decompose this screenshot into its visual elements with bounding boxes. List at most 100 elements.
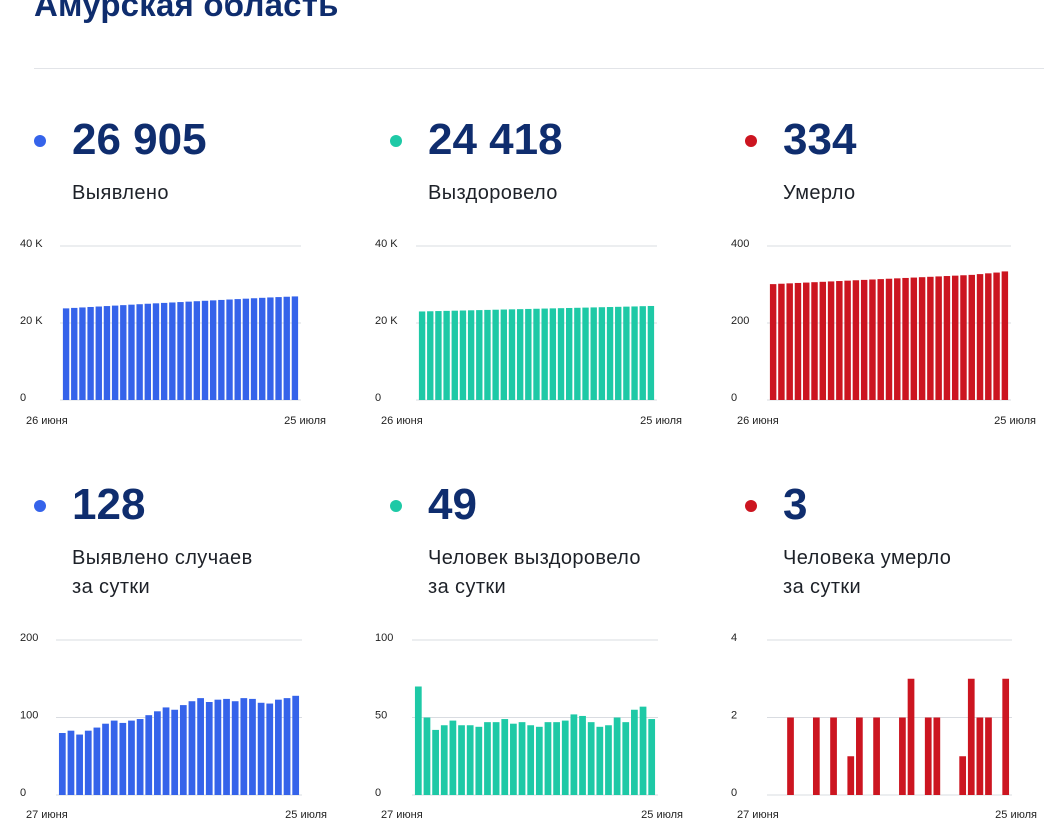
- bar: [525, 308, 532, 400]
- bar: [103, 306, 111, 400]
- bar: [613, 717, 621, 795]
- x-tick-label-start: 26 июня: [381, 415, 423, 427]
- bar: [250, 298, 258, 400]
- bar: [466, 725, 474, 795]
- bar: [935, 276, 942, 400]
- bar: [943, 276, 951, 400]
- stat-value: 334: [783, 115, 857, 164]
- stat-label: Человек выздоровело: [428, 547, 641, 569]
- bar: [811, 282, 818, 400]
- divider: [34, 68, 1044, 69]
- bar: [985, 717, 992, 795]
- bar: [266, 703, 274, 795]
- bar: [119, 722, 127, 795]
- bar: [218, 299, 225, 400]
- y-tick-label: 0: [731, 787, 737, 799]
- bar: [418, 311, 426, 400]
- bar: [162, 707, 170, 795]
- y-tick-label: 4: [731, 632, 737, 644]
- bar: [185, 301, 192, 400]
- bar: [449, 720, 457, 795]
- bar: [275, 297, 282, 400]
- dot-icon: [390, 135, 402, 147]
- bar: [631, 709, 638, 795]
- bar: [561, 720, 569, 795]
- bar: [605, 725, 612, 795]
- bar: [240, 698, 248, 795]
- bar: [582, 307, 589, 400]
- dot-icon: [34, 135, 46, 147]
- bar: [79, 307, 86, 400]
- y-tick-label: 0: [375, 392, 381, 404]
- bar: [933, 717, 941, 795]
- bar: [234, 299, 241, 400]
- x-tick-label-end: 25 июля: [285, 809, 327, 821]
- x-tick-label-end: 25 июля: [995, 809, 1037, 821]
- y-tick-label: 50: [375, 710, 387, 722]
- stat-label-line2: за сутки: [72, 576, 151, 598]
- y-tick-label: 200: [731, 315, 749, 327]
- bar: [459, 310, 467, 400]
- bar: [812, 717, 820, 795]
- y-tick-label: 0: [20, 787, 26, 799]
- bar: [93, 727, 101, 795]
- bar: [179, 705, 187, 795]
- bar: [907, 678, 915, 795]
- bar: [257, 702, 265, 795]
- bar: [58, 733, 66, 795]
- bar: [226, 299, 233, 400]
- bar: [976, 274, 984, 400]
- bar: [549, 308, 557, 400]
- bar: [231, 701, 239, 795]
- bar: [492, 722, 500, 795]
- bar: [501, 719, 509, 795]
- stat-label-line2: за сутки: [428, 576, 507, 598]
- bar: [553, 722, 560, 795]
- stat-label-line2: за сутки: [783, 576, 862, 598]
- bar: [84, 730, 92, 795]
- bar: [544, 722, 552, 795]
- bar: [510, 723, 517, 795]
- y-tick-label: 400: [731, 238, 749, 250]
- bar: [924, 717, 932, 795]
- bar: [205, 702, 213, 795]
- bar: [128, 304, 135, 400]
- bar: [128, 720, 135, 795]
- bar: [778, 283, 785, 400]
- bar: [451, 310, 458, 400]
- bar: [927, 276, 934, 400]
- bar: [169, 302, 176, 400]
- bar: [291, 296, 299, 400]
- bar: [786, 283, 793, 400]
- y-tick-label: 0: [20, 392, 26, 404]
- bar: [259, 297, 266, 400]
- bar: [830, 717, 837, 795]
- bar: [152, 303, 160, 400]
- bar: [899, 717, 906, 795]
- stat-label: Выявлено случаев: [72, 547, 253, 569]
- bar: [171, 709, 179, 795]
- bar: [120, 305, 127, 400]
- bar: [596, 726, 604, 795]
- dot-icon: [745, 500, 757, 512]
- dot-icon: [745, 135, 757, 147]
- bar: [201, 300, 209, 400]
- bar: [541, 308, 548, 400]
- bar: [467, 310, 475, 400]
- bar: [275, 699, 282, 795]
- stat-label: Выздоровело: [428, 182, 558, 204]
- bar: [210, 300, 217, 400]
- bar: [598, 307, 606, 400]
- bar: [110, 720, 118, 795]
- bar: [639, 706, 647, 795]
- bar: [223, 698, 230, 795]
- bar: [136, 719, 144, 795]
- bar: [885, 278, 893, 400]
- bar: [242, 298, 250, 400]
- dot-icon: [34, 500, 46, 512]
- bar: [566, 307, 573, 400]
- bar: [606, 307, 614, 400]
- bar: [87, 306, 94, 400]
